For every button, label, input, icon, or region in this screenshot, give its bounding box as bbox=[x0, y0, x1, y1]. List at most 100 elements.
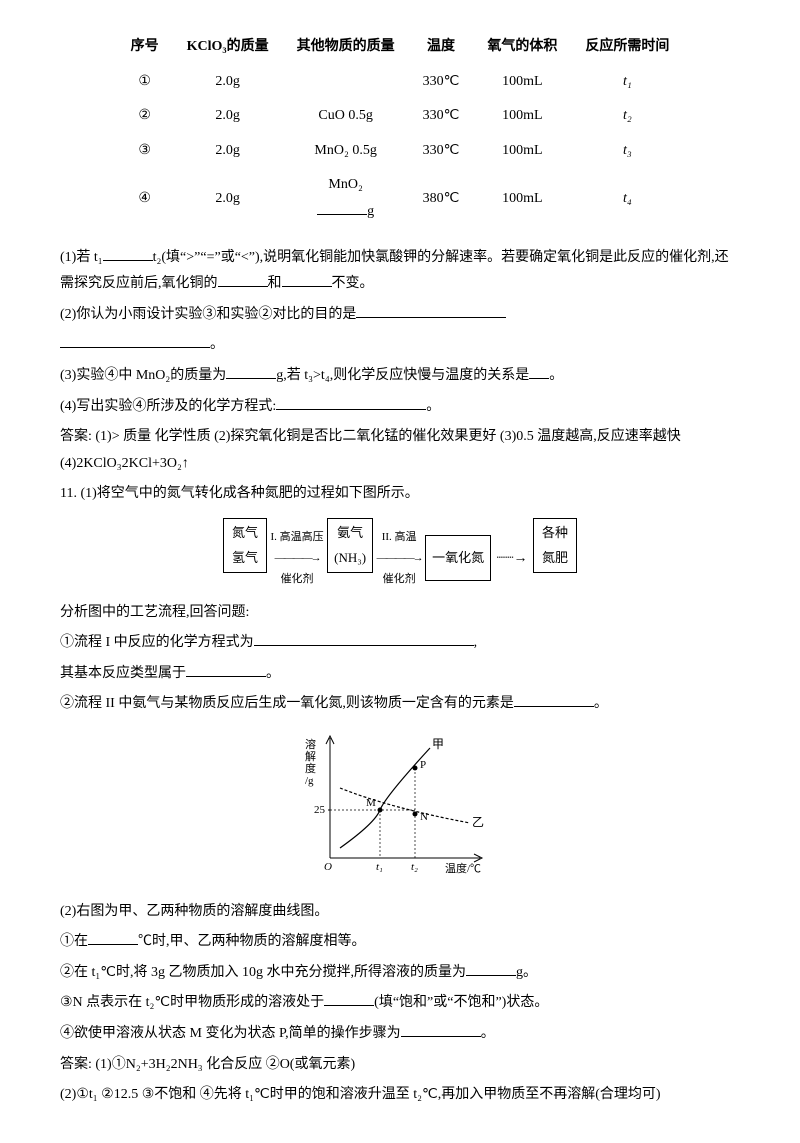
text: (2)你认为小雨设计实验③和实验②对比的目的是 bbox=[60, 307, 356, 322]
blank-field bbox=[218, 272, 268, 287]
question-1: (1)若 t₁t₂(填“>”“=”或“<”),说明氧化铜能加快氯酸钾的分解速率。… bbox=[60, 245, 740, 298]
cell: 330℃ bbox=[409, 99, 474, 134]
col-time: 反应所需时间 bbox=[571, 30, 683, 65]
cell: CuO 0.5g bbox=[283, 99, 409, 134]
x-axis-label: 温度/℃ bbox=[445, 861, 481, 875]
node-label: 氨气 bbox=[337, 525, 363, 540]
cell-blank: MnO₂ g bbox=[283, 168, 409, 229]
text: 。 bbox=[481, 1026, 495, 1041]
solubility-graph: 溶 解 度 /g 25 甲 乙 M P N O t₁ t₂ 温度/℃ bbox=[60, 728, 740, 889]
cell: MnO₂ 0.5g bbox=[283, 134, 409, 169]
cell: 100mL bbox=[473, 65, 571, 100]
text: ①流程 I 中反应的化学方程式为 bbox=[60, 635, 254, 650]
text: , bbox=[474, 635, 478, 650]
flow-node: 氨气 (NH₃) bbox=[327, 518, 373, 573]
question-2-cont: 。 bbox=[60, 332, 740, 359]
answer-1: 答案: (1)> 质量 化学性质 (2)探究氧化铜是否比二氧化锰的催化效果更好 … bbox=[60, 424, 740, 477]
blank-field bbox=[254, 631, 474, 646]
text: 。 bbox=[266, 666, 280, 681]
flow-step: II. 高温 ――――→ 催化剂 bbox=[377, 527, 422, 590]
question-11: 11. (1)将空气中的氮气转化成各种氮肥的过程如下图所示。 bbox=[60, 481, 740, 508]
col-other: 其他物质的质量 bbox=[283, 30, 409, 65]
blank-field bbox=[282, 272, 332, 287]
node-label: (NH₃) bbox=[334, 550, 366, 565]
question-3: (3)实验④中 MnO₂的质量为g,若 t₃>t₄,则化学反应快慢与温度的关系是… bbox=[60, 363, 740, 390]
cell: 380℃ bbox=[409, 168, 474, 229]
table-row: ③ 2.0g MnO₂ 0.5g 330℃ 100mL t₃ bbox=[117, 134, 684, 169]
text: (填“饱和”或“不饱和”)状态。 bbox=[374, 995, 548, 1010]
analysis-prompt: 分析图中的工艺流程,回答问题: bbox=[60, 600, 740, 627]
blank-field bbox=[186, 662, 266, 677]
table-row: ① 2.0g 330℃ 100mL t₁ bbox=[117, 65, 684, 100]
svg-text:/g: /g bbox=[305, 775, 314, 787]
blank-field bbox=[103, 246, 153, 261]
blank-field bbox=[356, 303, 506, 318]
cell-prefix: MnO₂ bbox=[328, 177, 362, 192]
answer-2b: (2)①t₁ ②12.5 ③不饱和 ④先将 t₁℃时甲的饱和溶液升温至 t₂℃,… bbox=[60, 1082, 740, 1109]
cell: t₁ bbox=[571, 65, 683, 100]
question-2: (2)你认为小雨设计实验③和实验②对比的目的是 bbox=[60, 302, 740, 329]
node-label: 各种 bbox=[542, 525, 568, 540]
blank-field bbox=[324, 991, 374, 1006]
cell: ③ bbox=[117, 134, 173, 169]
cell: 2.0g bbox=[173, 134, 283, 169]
experiment-table: 序号 KClO₃的质量 其他物质的质量 温度 氧气的体积 反应所需时间 ① 2.… bbox=[117, 30, 684, 230]
text: (1)若 t₁ bbox=[60, 250, 103, 265]
x-tick-t1: t₁ bbox=[376, 861, 383, 873]
svg-text:解: 解 bbox=[305, 749, 316, 763]
col-no: 序号 bbox=[117, 30, 173, 65]
origin: O bbox=[324, 861, 332, 873]
node-label: 氢气 bbox=[232, 550, 258, 565]
answer-2a: 答案: (1)①N₂+3H₂2NH₃ 化合反应 ②O(或氧元素) bbox=[60, 1052, 740, 1079]
blank-field bbox=[401, 1022, 481, 1037]
text: ①在 bbox=[60, 934, 88, 949]
step-label: 催化剂 bbox=[383, 573, 416, 585]
text: ②流程 II 中氨气与某物质反应后生成一氧化氮,则该物质一定含有的元素是 bbox=[60, 696, 514, 711]
text: 。 bbox=[549, 368, 563, 383]
col-mass: KClO₃的质量 bbox=[173, 30, 283, 65]
point-m: M bbox=[366, 797, 376, 809]
text: (4)写出实验④所涉及的化学方程式: bbox=[60, 399, 276, 414]
cell: t₂ bbox=[571, 99, 683, 134]
flow-node: 各种 氮肥 bbox=[533, 518, 577, 573]
node-label: 氮气 bbox=[232, 525, 258, 540]
text: g,若 t₃>t₄,则化学反应快慢与温度的关系是 bbox=[276, 368, 529, 383]
text: 。 bbox=[594, 696, 608, 711]
text: g。 bbox=[516, 965, 537, 980]
cell: ① bbox=[117, 65, 173, 100]
table-header-row: 序号 KClO₃的质量 其他物质的质量 温度 氧气的体积 反应所需时间 bbox=[117, 30, 684, 65]
cell: 100mL bbox=[473, 99, 571, 134]
p2-4: ④欲使甲溶液从状态 M 变化为状态 P,简单的操作步骤为。 bbox=[60, 1021, 740, 1048]
p2-2: ②在 t₁℃时,将 3g 乙物质加入 10g 水中充分搅拌,所得溶液的质量为g。 bbox=[60, 960, 740, 987]
text: 和 bbox=[268, 276, 282, 291]
x-tick-t2: t₂ bbox=[411, 861, 418, 873]
blank-field bbox=[226, 364, 276, 379]
flow-type: 其基本反应类型属于。 bbox=[60, 661, 740, 688]
step-label: 催化剂 bbox=[281, 573, 314, 585]
cell bbox=[283, 65, 409, 100]
curve-jia-label: 甲 bbox=[432, 737, 444, 751]
cell: t₄ bbox=[571, 168, 683, 229]
flow-q1: ①流程 I 中反应的化学方程式为, bbox=[60, 630, 740, 657]
cell: 330℃ bbox=[409, 134, 474, 169]
arrow-icon: ┈┈→ bbox=[497, 551, 528, 566]
blank-field bbox=[514, 692, 594, 707]
cell: 330℃ bbox=[409, 65, 474, 100]
text: ℃时,甲、乙两种物质的溶解度相等。 bbox=[138, 934, 366, 949]
col-temp: 温度 bbox=[409, 30, 474, 65]
y-tick: 25 bbox=[314, 804, 326, 816]
table-row: ② 2.0g CuO 0.5g 330℃ 100mL t₂ bbox=[117, 99, 684, 134]
cell: ④ bbox=[117, 168, 173, 229]
p2-3: ③N 点表示在 t₂℃时甲物质形成的溶液处于(填“饱和”或“不饱和”)状态。 bbox=[60, 990, 740, 1017]
text: 。 bbox=[210, 337, 224, 352]
col-vol: 氧气的体积 bbox=[473, 30, 571, 65]
cell: 2.0g bbox=[173, 65, 283, 100]
text: 。 bbox=[426, 399, 440, 414]
flow-node: 氮气 氢气 bbox=[223, 518, 267, 573]
blank-field bbox=[317, 200, 367, 215]
cell: 100mL bbox=[473, 168, 571, 229]
step-label: II. 高温 bbox=[382, 531, 417, 543]
text: 不变。 bbox=[332, 276, 374, 291]
cell-suffix: g bbox=[367, 204, 374, 219]
p2: (2)右图为甲、乙两种物质的溶解度曲线图。 bbox=[60, 899, 740, 926]
